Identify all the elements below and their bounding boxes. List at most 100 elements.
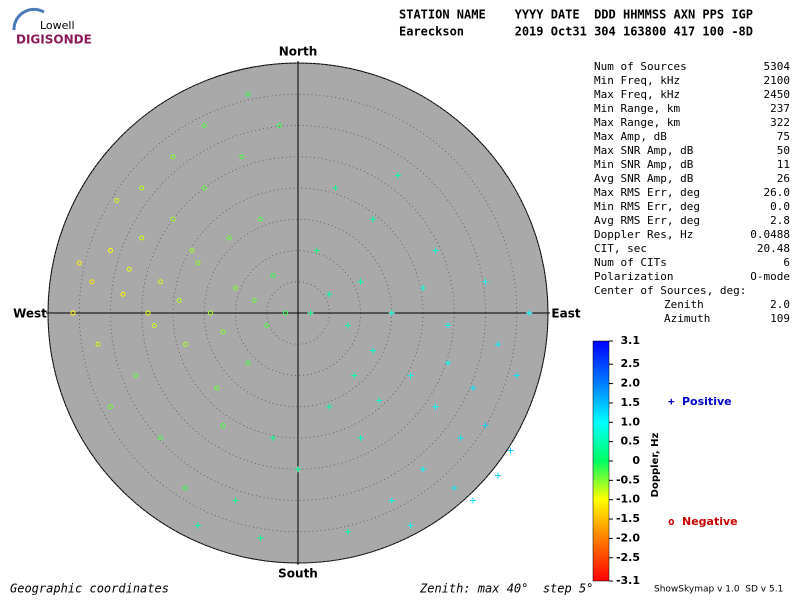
source-positive [257, 535, 264, 541]
source-positive [470, 385, 476, 391]
source-negative [151, 323, 157, 328]
source-positive [357, 435, 364, 441]
source-positive [445, 322, 451, 329]
source-negative [145, 310, 151, 316]
stat-value: O-mode [750, 270, 790, 283]
stat-value: 237 [770, 102, 790, 115]
source-positive [420, 285, 426, 291]
logo-swoosh [12, 7, 45, 31]
header-line: STATION NAME YYYY DATE DDD HHMMSS AXN PP… [399, 8, 753, 22]
footer-middle: Zenith: max 40° step 5° [419, 582, 593, 596]
footer-right: ShowSkymap v 1.0 SD v 5.1 [654, 585, 783, 595]
source-positive [432, 247, 439, 254]
source-negative [233, 285, 238, 291]
stat-label: Num of Sources [594, 60, 687, 73]
source-positive [307, 310, 314, 316]
source-positive [326, 291, 333, 298]
source-positive [370, 216, 376, 223]
stat-label: Polarization [594, 270, 673, 283]
stat-value: 2100 [764, 74, 791, 87]
source-positive [232, 497, 239, 504]
source-negative [176, 298, 182, 303]
colorbar-tick-label: -1.5 [616, 512, 640, 525]
direction-label: East [551, 307, 580, 321]
direction-label: West [13, 307, 47, 321]
source-negative [189, 248, 195, 253]
colorbar-tick-label: -0.5 [616, 473, 640, 486]
source-positive [357, 278, 364, 285]
source-positive [507, 447, 514, 454]
source-positive [195, 522, 201, 529]
center-value: 109 [770, 312, 790, 325]
source-positive [445, 360, 451, 366]
colorbar-tick-label: 1.0 [621, 415, 641, 428]
source-negative [239, 154, 245, 160]
source-positive [407, 522, 414, 529]
center-label: Azimuth [664, 312, 710, 325]
source-positive [345, 322, 351, 329]
colorbar-tick-label: -2.0 [616, 531, 640, 544]
source-positive [451, 485, 458, 491]
source-negative [108, 404, 113, 410]
stat-label: Max Freq, kHz [594, 88, 680, 101]
source-positive [376, 397, 383, 404]
source-negative [76, 260, 82, 266]
source-positive [395, 172, 401, 179]
logo-bottom: DIGISONDE [16, 33, 92, 47]
source-positive [332, 185, 339, 191]
source-negative [208, 310, 213, 316]
stat-label: Max Range, km [594, 116, 680, 129]
stat-value: 26 [777, 172, 790, 185]
stat-value: 0.0 [770, 200, 790, 213]
source-negative [139, 185, 145, 191]
source-negative [214, 385, 220, 391]
source-negative [183, 341, 188, 347]
source-negative [226, 235, 232, 241]
stat-label: Min RMS Err, deg [594, 200, 700, 213]
stat-label: Min Range, km [594, 102, 680, 115]
colorbar-tick-label: -1.0 [616, 493, 640, 506]
colorbar-tick-label: 2.0 [621, 377, 641, 390]
stat-value: 2450 [764, 88, 791, 101]
stat-label: Avg SNR Amp, dB [594, 172, 694, 185]
source-negative [170, 216, 176, 222]
source-positive [295, 466, 301, 473]
stat-value: 11 [777, 158, 790, 171]
stat-value: 50 [777, 144, 790, 157]
source-positive [470, 497, 476, 504]
colorbar-tick-label: 0.5 [621, 435, 641, 448]
stat-label: Avg RMS Err, deg [594, 214, 700, 227]
source-negative [245, 360, 251, 366]
source-positive [495, 472, 501, 479]
source-positive [526, 310, 533, 316]
stat-label: Num of CITs [594, 256, 667, 269]
stat-value: 5304 [764, 60, 791, 73]
source-negative [220, 329, 226, 335]
stat-value: 322 [770, 116, 790, 129]
source-negative [95, 341, 101, 347]
direction-label: South [278, 567, 318, 581]
stat-value: 26.0 [764, 186, 791, 199]
source-negative [158, 435, 163, 441]
source-negative [120, 291, 126, 297]
footer-left: Geographic coordinates [10, 582, 169, 596]
source-negative [89, 279, 95, 285]
center-label: Zenith [664, 298, 704, 311]
header-line: Eareckson 2019 Oct31 304 163800 417 100 … [399, 25, 753, 39]
colorbar-tick-label: 2.5 [621, 357, 641, 370]
source-positive [351, 372, 358, 379]
source-positive [326, 403, 333, 410]
direction-label: North [279, 45, 317, 59]
source-negative [114, 198, 120, 203]
center-value: 2.0 [770, 298, 790, 311]
stat-value: 75 [777, 130, 790, 143]
source-negative [201, 185, 207, 191]
source-positive [495, 341, 501, 348]
source-negative [201, 123, 207, 128]
source-negative [108, 248, 113, 253]
source-positive [345, 528, 351, 535]
source-positive [432, 403, 439, 410]
source-positive [313, 247, 320, 254]
source-positive [457, 435, 464, 441]
